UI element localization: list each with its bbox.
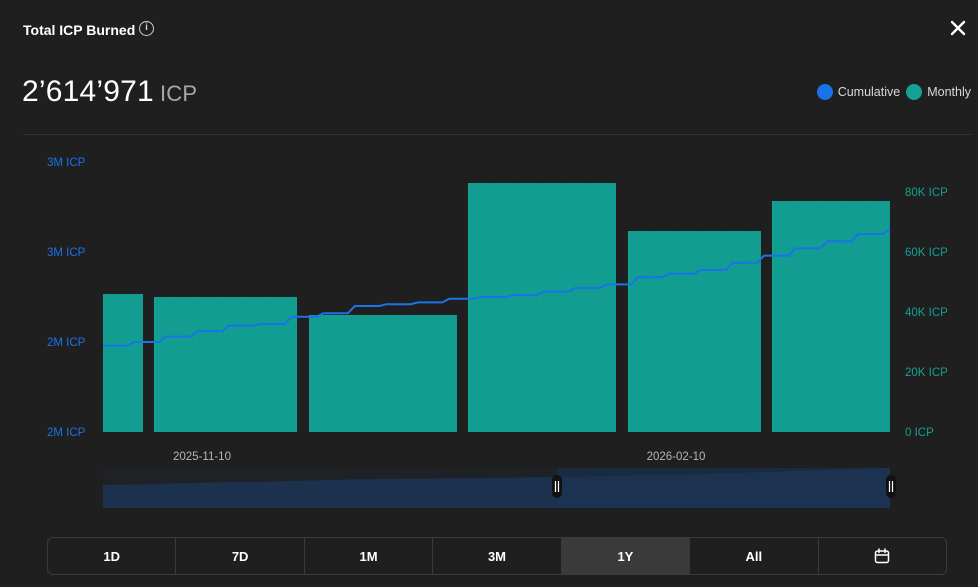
monthly-bar xyxy=(154,297,297,432)
right-axis-tick-label: 80K ICP xyxy=(905,187,948,199)
left-axis-tick-label: 2M ICP xyxy=(47,337,86,349)
right-axis-tick-label: 40K ICP xyxy=(905,307,948,319)
monthly-bar xyxy=(468,183,616,432)
range-3m-button[interactable]: 3M xyxy=(433,538,562,574)
legend: Cumulative Monthly xyxy=(811,84,971,100)
navigator-area xyxy=(103,468,890,508)
left-axis-tick-label: 3M ICP xyxy=(47,247,86,259)
legend-label-cumulative: Cumulative xyxy=(837,85,901,99)
calendar-icon xyxy=(874,548,890,564)
range-selector: 1D 7D 1M 3M 1Y All xyxy=(47,537,947,575)
legend-item-monthly[interactable]: Monthly xyxy=(906,84,971,100)
x-axis-tick-label: 2026-02-10 xyxy=(647,451,706,463)
divider xyxy=(23,134,972,135)
header: Total ICP Burned i xyxy=(23,20,978,42)
handle-body xyxy=(552,475,562,498)
range-navigator xyxy=(103,468,896,508)
total-value: 2’614’971 ICP xyxy=(22,75,197,109)
monthly-bar xyxy=(628,231,761,432)
navigator-handle[interactable] xyxy=(886,475,896,498)
total-amount: 2’614’971 xyxy=(22,75,154,108)
legend-dot-cumulative xyxy=(816,84,833,100)
range-all-button[interactable]: All xyxy=(690,538,819,574)
right-axis-tick-label: 0 ICP xyxy=(905,427,934,439)
range-1m-button[interactable]: 1M xyxy=(305,538,434,574)
range-1d-button[interactable]: 1D xyxy=(48,538,177,574)
total-unit: ICP xyxy=(159,81,198,106)
calendar-button[interactable] xyxy=(819,538,946,574)
cumulative-line xyxy=(103,227,891,347)
legend-item-cumulative[interactable]: Cumulative xyxy=(816,84,901,100)
left-axis-tick-label: 3M ICP xyxy=(47,157,86,169)
handle-body xyxy=(886,475,896,498)
chart-title: Total ICP Burned xyxy=(23,22,136,38)
right-axis-tick-label: 60K ICP xyxy=(905,247,948,259)
range-7d-button[interactable]: 7D xyxy=(176,538,305,574)
right-axis-tick-label: 20K ICP xyxy=(905,367,948,379)
monthly-bars xyxy=(103,183,890,432)
monthly-bar xyxy=(309,315,457,432)
x-axis-tick-label: 2025-11-10 xyxy=(173,451,231,463)
info-icon[interactable]: i xyxy=(139,21,154,36)
monthly-bar xyxy=(103,294,143,432)
close-icon[interactable] xyxy=(948,18,968,38)
legend-dot-monthly xyxy=(906,84,923,100)
left-axis-tick-label: 2M ICP xyxy=(47,427,86,439)
navigator-handle[interactable] xyxy=(552,475,562,498)
legend-label-monthly: Monthly xyxy=(927,85,971,99)
monthly-bar xyxy=(772,201,890,432)
range-1y-button[interactable]: 1Y xyxy=(561,538,691,574)
